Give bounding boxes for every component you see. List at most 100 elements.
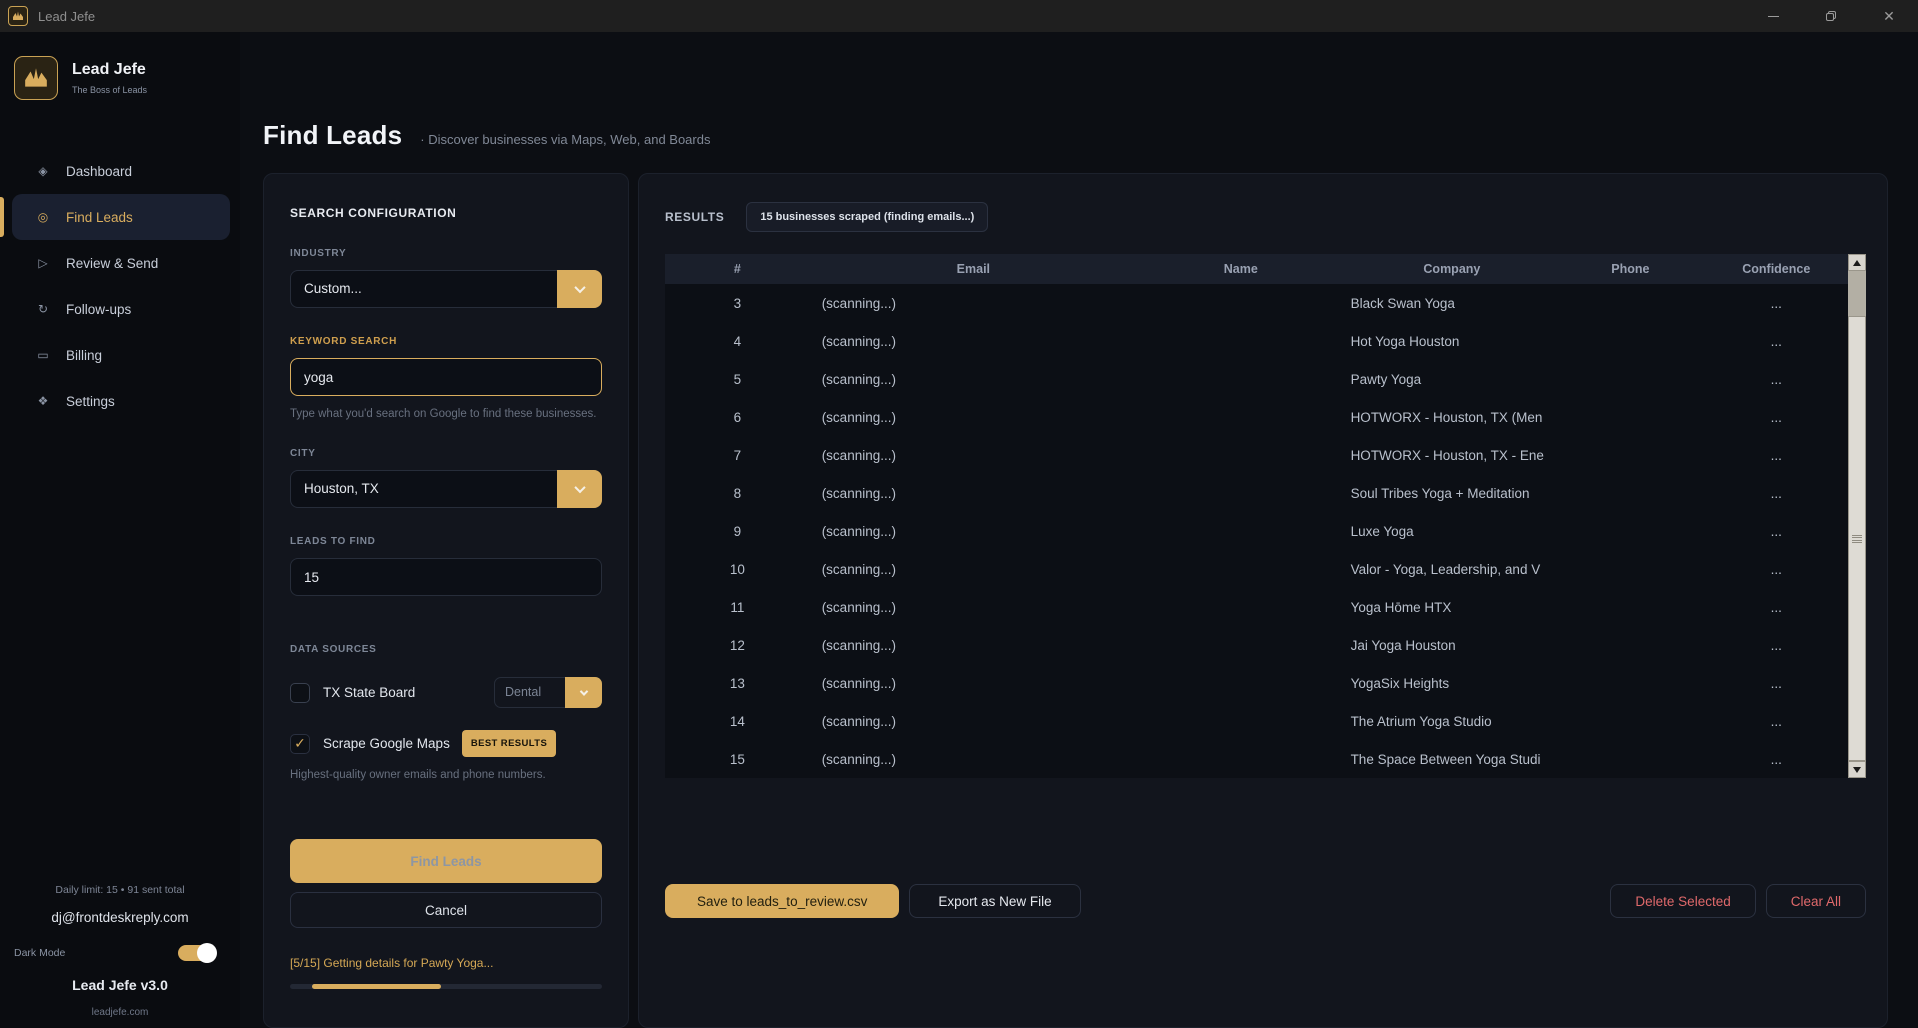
refresh-icon: ↻ [37, 302, 49, 316]
tx-state-board-row: TX State Board Dental [290, 677, 602, 708]
close-icon: ✕ [1883, 8, 1895, 24]
cell-num: 6 [733, 409, 742, 425]
table-row[interactable]: 6 (scanning...) HOTWORX - Houston, TX (Men… [665, 398, 1851, 436]
cell-phone [1559, 360, 1701, 398]
scrollbar-up-button[interactable] [1848, 254, 1866, 271]
board-type-dropdown-button[interactable] [565, 677, 602, 708]
account-email: dj@frontdeskreply.com [51, 910, 189, 925]
cell-company: HOTWORX - Houston, TX (Men [1350, 409, 1543, 425]
export-new-file-button[interactable]: Export as New File [909, 884, 1081, 918]
cell-confidence: ... [1770, 599, 1782, 615]
cell-email: (scanning...) [821, 675, 896, 691]
board-type-select[interactable]: Dental [494, 677, 602, 708]
cell-company: Jai Yoga Houston [1350, 637, 1456, 653]
table-row[interactable]: 14 (scanning...) The Atrium Yoga Studio... [665, 702, 1851, 740]
mountain-icon [13, 11, 23, 20]
sidebar-item-billing[interactable]: ▭ Billing [12, 332, 230, 378]
results-panel: RESULTS 15 businesses scraped (finding e… [638, 173, 1888, 1028]
check-icon: ✓ [294, 735, 306, 751]
column-header-email[interactable]: Email [809, 254, 1138, 284]
cell-name [1137, 740, 1345, 778]
toggle-knob [197, 943, 217, 963]
cell-num: 4 [733, 333, 742, 349]
table-row[interactable]: 7 (scanning...) HOTWORX - Houston, TX - En… [665, 436, 1851, 474]
sidebar-item-label: Dashboard [66, 163, 133, 179]
cell-company: HOTWORX - Houston, TX - Ene [1350, 447, 1544, 463]
best-results-badge: BEST RESULTS [461, 730, 557, 757]
cell-name [1137, 284, 1345, 322]
column-header-phone[interactable]: Phone [1559, 254, 1702, 284]
restore-button[interactable] [1802, 0, 1860, 32]
cell-confidence: ... [1770, 333, 1782, 349]
title-bar: Lead Jefe ✕ [0, 0, 1918, 32]
table-row[interactable]: 11 (scanning...) Yoga Hōme HTX... [665, 588, 1851, 626]
delete-selected-button[interactable]: Delete Selected [1610, 884, 1756, 918]
cell-num: 11 [730, 599, 745, 615]
cell-confidence: ... [1770, 713, 1782, 729]
cell-num: 12 [729, 637, 745, 653]
industry-dropdown-button[interactable] [557, 270, 602, 308]
target-icon: ◎ [37, 210, 49, 224]
table-row[interactable]: 15 (scanning...) The Space Between Yoga St… [665, 740, 1851, 778]
find-leads-button[interactable]: Find Leads [290, 839, 602, 883]
industry-select[interactable]: Custom... [290, 270, 602, 308]
column-header-company[interactable]: Company [1344, 254, 1560, 284]
minimize-button[interactable] [1744, 0, 1802, 32]
sidebar-item-find-leads[interactable]: ◎ Find Leads [0, 194, 230, 240]
sidebar-item-review-send[interactable]: ▷ Review & Send [12, 240, 230, 286]
cell-name [1137, 512, 1345, 550]
cancel-button[interactable]: Cancel [290, 892, 602, 928]
cell-company: Hot Yoga Houston [1350, 333, 1460, 349]
cell-confidence: ... [1770, 447, 1782, 463]
minimize-icon [1767, 15, 1779, 17]
cell-phone [1559, 322, 1701, 360]
table-row[interactable]: 13 (scanning...) YogaSix Heights... [665, 664, 1851, 702]
scrollbar-thumb[interactable] [1848, 316, 1866, 761]
table-row[interactable]: 5 (scanning...) Pawty Yoga... [665, 360, 1851, 398]
google-maps-checkbox[interactable]: ✓ [290, 733, 310, 754]
clear-all-button[interactable]: Clear All [1765, 884, 1866, 918]
sidebar-footer: Daily limit: 15 • 91 sent total dj@front… [0, 884, 240, 1018]
config-section-title: SEARCH CONFIGURATION [290, 206, 457, 220]
cell-name [1137, 436, 1345, 474]
table-row[interactable]: 12 (scanning...) Jai Yoga Houston... [665, 626, 1851, 664]
dark-mode-toggle[interactable] [178, 943, 217, 963]
cell-confidence: ... [1770, 295, 1782, 311]
cell-confidence: ... [1770, 637, 1782, 653]
city-dropdown-button[interactable] [557, 470, 602, 508]
sidebar-item-dashboard[interactable]: ◈ Dashboard [12, 148, 230, 194]
app-version: Lead Jefe v3.0 [72, 977, 168, 993]
column-header-num[interactable]: # [665, 254, 810, 284]
cell-phone [1559, 740, 1701, 778]
close-button[interactable]: ✕ [1860, 0, 1918, 32]
sidebar-item-label: Settings [66, 393, 115, 409]
keyword-input[interactable] [290, 358, 602, 396]
leads-to-find-input[interactable] [290, 558, 602, 596]
tx-state-board-checkbox[interactable] [290, 682, 310, 703]
cell-name [1137, 474, 1345, 512]
column-header-name[interactable]: Name [1137, 254, 1345, 284]
cell-company: The Space Between Yoga Studi [1350, 751, 1541, 767]
table-row[interactable]: 3 (scanning...) Black Swan Yoga... [665, 284, 1851, 322]
cell-phone [1559, 550, 1701, 588]
table-row[interactable]: 10 (scanning...) Valor - Yoga, Leadership,… [665, 550, 1851, 588]
app-website: leadjefe.com [91, 1007, 149, 1018]
google-maps-label: Scrape Google Maps [323, 736, 450, 751]
sidebar-item-settings[interactable]: ❖ Settings [12, 378, 230, 424]
cell-email: (scanning...) [821, 409, 896, 425]
results-status-badge: 15 businesses scraped (finding emails...… [746, 202, 989, 232]
table-row[interactable]: 4 (scanning...) Hot Yoga Houston... [665, 322, 1851, 360]
scrollbar-down-button[interactable] [1848, 761, 1866, 778]
save-csv-button[interactable]: Save to leads_to_review.csv [665, 884, 900, 918]
city-select[interactable]: Houston, TX [290, 470, 602, 508]
cell-phone [1559, 702, 1701, 740]
table-row[interactable]: 9 (scanning...) Luxe Yoga... [665, 512, 1851, 550]
table-row[interactable]: 8 (scanning...) Soul Tribes Yoga + Meditat… [665, 474, 1851, 512]
cell-email: (scanning...) [821, 447, 896, 463]
cell-phone [1559, 436, 1701, 474]
cell-email: (scanning...) [821, 371, 896, 387]
column-header-confidence[interactable]: Confidence [1701, 254, 1851, 284]
table-scrollbar[interactable] [1848, 254, 1866, 778]
sidebar-item-follow-ups[interactable]: ↻ Follow-ups [12, 286, 230, 332]
